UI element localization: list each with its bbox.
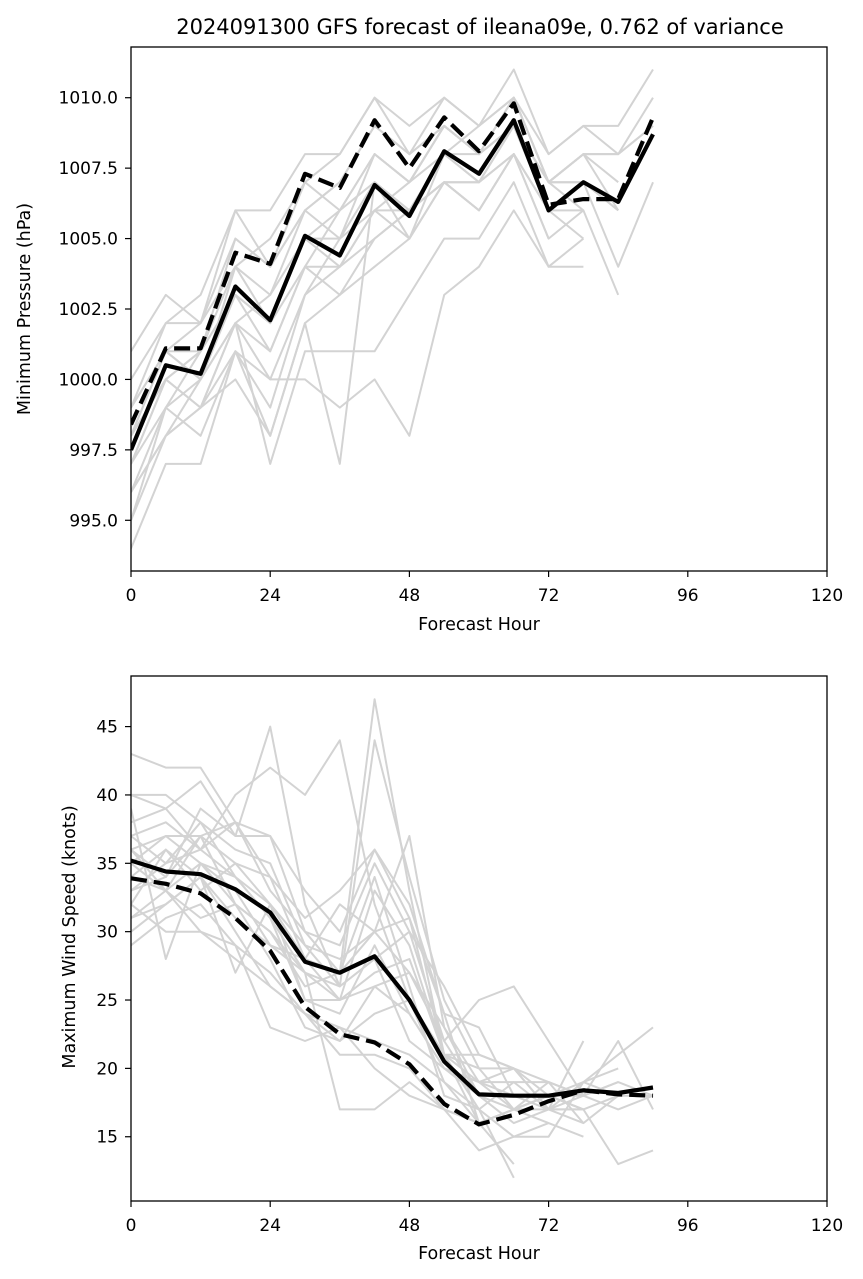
pressure-chart: 0 24 48 72 96 120 995.0 997.5 1000.0 1002.5 1005.0… — [59, 46, 843, 606]
pressure-dashed-line — [131, 101, 655, 426]
pressure-ensemble-line-14 — [131, 96, 654, 352]
pressure-y-tick-label: 1007.5 — [59, 159, 118, 179]
chart-title: 2024091300 GFS forecast of ileana09e, 0.… — [176, 15, 784, 39]
pressure-y-tick-label: 1000.0 — [59, 370, 118, 390]
wind-x-tick-label: 0 — [126, 1216, 137, 1236]
wind-y-tick-label: 40 — [96, 786, 118, 806]
wind-axes-frame — [130, 675, 828, 1202]
wind-ensemble-line-9 — [131, 848, 515, 1165]
wind-y-tick-label: 35 — [96, 854, 118, 874]
pressure-solid-line — [131, 118, 655, 451]
pressure-plot-area — [131, 68, 655, 549]
wind-ensemble-line-15 — [131, 835, 584, 1111]
wind-y-tick-label: 45 — [96, 718, 118, 738]
wind-ensemble-line-14 — [131, 835, 619, 1111]
pressure-x-tick-label: 72 — [538, 586, 560, 606]
wind-x-tick-label: 72 — [538, 1216, 560, 1236]
pressure-x-tick-label: 48 — [399, 586, 421, 606]
pressure-x-tick-label: 96 — [677, 586, 699, 606]
pressure-ensemble-line-11 — [131, 181, 584, 493]
pressure-y-tick-label: 1002.5 — [59, 300, 118, 320]
wind-x-tick-label: 96 — [677, 1216, 699, 1236]
wind-y-tick-label: 25 — [96, 991, 118, 1011]
wind-ensemble-line-20 — [131, 821, 585, 1097]
pressure-x-tick-label: 120 — [811, 586, 843, 606]
wind-ensemble-line-10 — [131, 876, 619, 1138]
wind-dashed-line — [131, 876, 654, 1127]
wind-y-tick-label: 15 — [96, 1128, 118, 1148]
wind-solid-line — [131, 858, 654, 1098]
wind-ensemble-line-21 — [131, 876, 585, 1124]
pressure-x-tick-label: 0 — [126, 586, 137, 606]
pressure-y-tick-label: 1010.0 — [59, 89, 118, 109]
pressure-x-tick-label: 24 — [259, 586, 281, 606]
pressure-ensemble-line-16 — [131, 153, 584, 465]
wind-x-tick-label: 24 — [259, 1216, 281, 1236]
wind-y-axis-label: Maximum Wind Speed (knots) — [60, 805, 80, 1068]
wind-x-axis-label: Forecast Hour — [418, 1244, 541, 1264]
wind-ensemble-line-1 — [131, 752, 515, 1179]
wind-x-tick-label: 120 — [811, 1216, 843, 1236]
pressure-y-tick-label: 997.5 — [69, 441, 118, 461]
wind-chart: 0 24 48 72 96 120 15 20 25 30 35 40 45 — [96, 675, 843, 1236]
pressure-y-tick-label: 1005.0 — [59, 230, 118, 250]
wind-plot-area — [131, 698, 654, 1179]
pressure-y-axis-label: Minimum Pressure (hPa) — [15, 203, 35, 415]
pressure-ensemble-line-12 — [131, 209, 585, 521]
wind-y-tick-label: 20 — [96, 1059, 118, 1079]
pressure-y-tick-label: 995.0 — [69, 511, 118, 531]
wind-y-tick-label: 30 — [96, 923, 118, 943]
pressure-x-axis-label: Forecast Hour — [418, 615, 541, 635]
wind-x-tick-label: 48 — [399, 1216, 421, 1236]
